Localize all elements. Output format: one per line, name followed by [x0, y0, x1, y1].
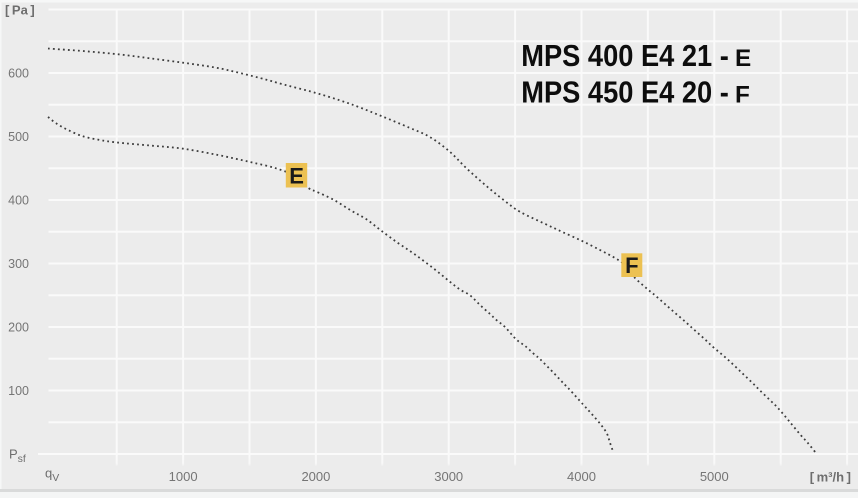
svg-text:100: 100 [8, 384, 29, 398]
svg-text:[ m³/h ]: [ m³/h ] [810, 470, 851, 485]
svg-text:5000: 5000 [700, 469, 729, 484]
svg-text:1000: 1000 [169, 469, 198, 484]
svg-text:F: F [625, 253, 638, 278]
svg-text:500: 500 [8, 130, 29, 144]
svg-text:[ Pa ]: [ Pa ] [5, 3, 35, 18]
svg-text:600: 600 [8, 66, 29, 80]
svg-text:300: 300 [8, 257, 29, 271]
svg-text:MPS 450 E4 20 -: MPS 450 E4 20 - [521, 76, 729, 110]
svg-text:4000: 4000 [567, 469, 596, 484]
svg-text:E: E [289, 163, 304, 188]
svg-text:MPS 400 E4 21 -: MPS 400 E4 21 - [521, 39, 729, 73]
svg-text:E: E [735, 45, 751, 72]
svg-text:3000: 3000 [434, 469, 463, 484]
svg-text:200: 200 [8, 320, 29, 334]
svg-text:400: 400 [8, 193, 29, 207]
svg-text:2000: 2000 [301, 469, 330, 484]
svg-text:F: F [735, 82, 750, 109]
